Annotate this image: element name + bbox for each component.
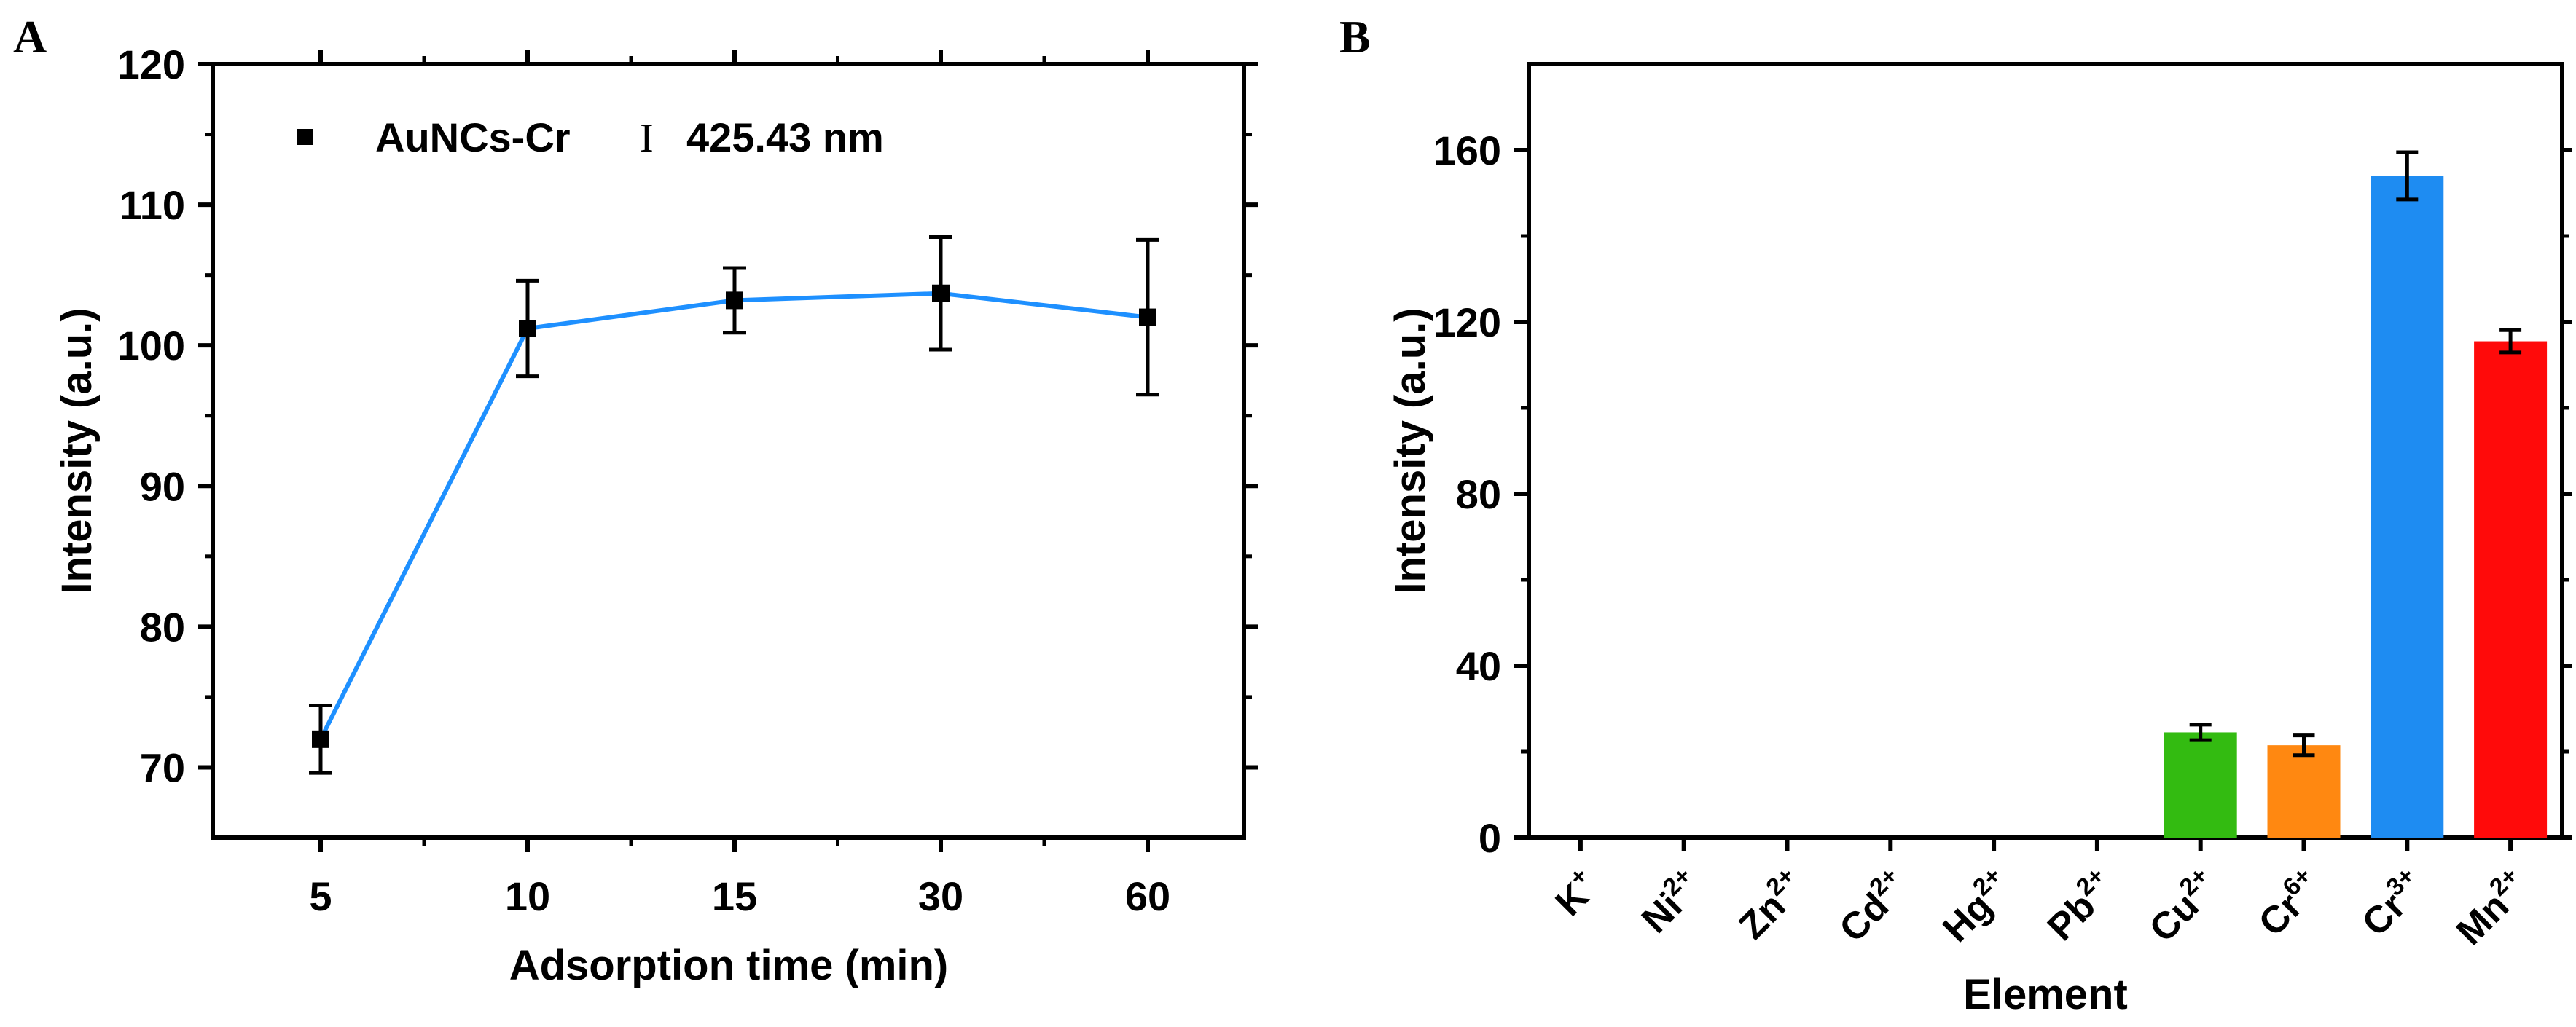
x-category-label: Cr6+: [2247, 862, 2330, 945]
panel-a: A 70 80 90 100 110 120 5 10 15 30 60 Adsorption t…: [13, 11, 1258, 989]
data-point: [519, 320, 536, 338]
data-point: [726, 291, 743, 310]
panel-a-series: [309, 235, 1159, 775]
x-category-label: Mn2+: [2446, 862, 2537, 953]
panel-b-y-axis-title: Intensity (a.u.): [1387, 307, 1434, 594]
series-line: [318, 291, 1148, 741]
x-category-label: Ni2+: [1631, 862, 1710, 941]
legend-error-glyph: I: [640, 116, 654, 161]
data-point: [312, 730, 329, 748]
panel-b-y-ticks: 0 40 80 120 160: [1433, 127, 2572, 861]
x-category-label: Zn2+: [1728, 862, 1814, 948]
y-tick-label: 40: [1456, 643, 1501, 689]
panel-a-x-axis-title: Adsorption time (min): [509, 942, 949, 989]
x-category-label: Cr3+: [2351, 862, 2434, 945]
x-category-label: K+: [1545, 862, 1608, 924]
x-tick-label: 10: [505, 873, 550, 919]
legend-wavelength: 425.43 nm: [686, 114, 884, 160]
data-point: [932, 284, 950, 302]
panel-b-label: B: [1339, 11, 1371, 63]
y-tick-label: 160: [1433, 127, 1501, 173]
y-tick-label: 100: [117, 323, 185, 369]
y-tick-label: 120: [1433, 299, 1501, 345]
x-category-label: Hg2+: [1932, 862, 2021, 951]
data-point: [1139, 308, 1156, 326]
x-category-label: Cu2+: [2138, 862, 2227, 951]
panel-a-plot-frame: [211, 62, 1246, 840]
panel-b-x-categories: K+ Ni2+Zn2+Cd2+Hg2+Pb2+Cu2+Cr6+ Cr3+Mn2+: [1545, 838, 2537, 953]
x-tick-label: 15: [712, 873, 757, 919]
y-tick-label: 110: [120, 182, 185, 228]
bar: [2164, 732, 2237, 838]
legend-square-marker: [297, 129, 313, 145]
x-category-label: Cd2+: [1828, 862, 1917, 951]
bar: [2371, 176, 2444, 838]
y-tick-label: 70: [140, 744, 185, 790]
x-tick-label: 60: [1125, 873, 1170, 919]
y-tick-label: 0: [1479, 815, 1501, 861]
x-category-label: Pb2+: [2037, 862, 2124, 949]
y-tick-label: 90: [140, 463, 185, 509]
y-tick-label: 80: [140, 604, 185, 650]
panel-a-y-ticks: 70 80 90 100 110 120: [117, 42, 1258, 790]
panel-b-bars: [1543, 150, 2548, 838]
bar: [2267, 745, 2341, 838]
panel-a-legend: AuNCs-Cr I 425.43 nm: [297, 114, 884, 161]
x-tick-label: 30: [918, 873, 963, 919]
bar: [2474, 341, 2548, 838]
panel-a-y-axis-title: Intensity (a.u.): [53, 307, 101, 594]
panel-b-plot-frame: [1527, 62, 2564, 840]
y-tick-label: 120: [117, 42, 185, 87]
panel-a-x-ticks: 5 10 15 30 60: [309, 50, 1170, 919]
legend-series-name: AuNCs-Cr: [375, 114, 571, 160]
y-tick-label: 80: [1456, 471, 1501, 517]
x-tick-label: 5: [309, 873, 332, 919]
panel-a-label: A: [13, 11, 47, 63]
panel-b: B 0 40 80 120 160 K+ Ni2+Zn2+Cd2+Hg2+Pb2+Cu2+…: [1339, 11, 2572, 1018]
panel-b-x-axis-title: Element: [1963, 971, 2128, 1018]
